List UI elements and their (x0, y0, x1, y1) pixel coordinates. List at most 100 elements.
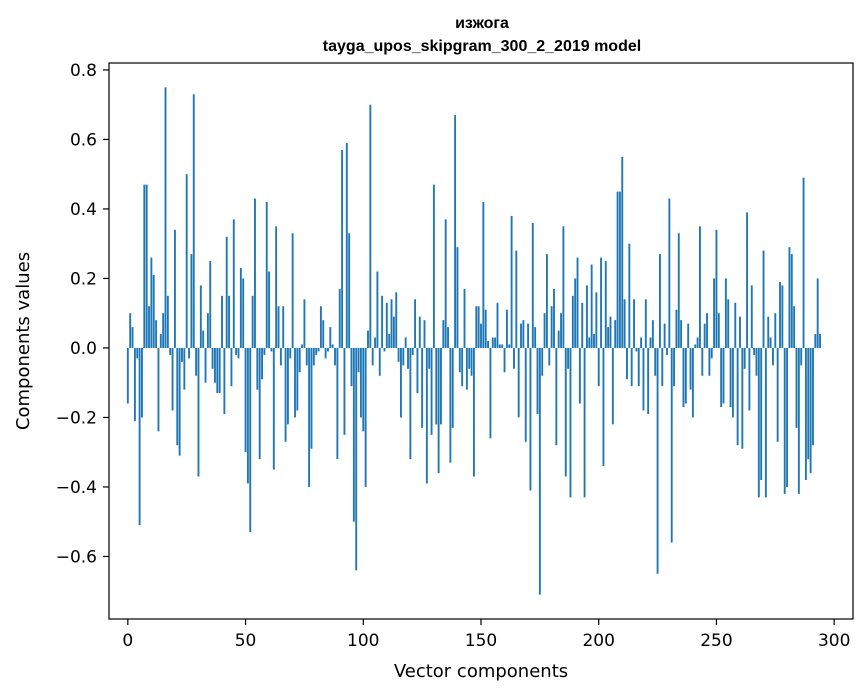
bar-130 (432, 184, 435, 348)
bar-200 (597, 347, 600, 387)
bar-2 (131, 327, 134, 348)
bar-122 (414, 299, 417, 348)
bar-80 (315, 347, 318, 355)
bar-145 (468, 347, 471, 369)
bar-126 (423, 320, 426, 348)
bar-282 (790, 254, 793, 348)
bar-226 (658, 254, 661, 348)
bar-57 (261, 347, 263, 380)
bar-194 (583, 347, 586, 498)
bar-174 (536, 347, 539, 414)
bar-13 (157, 347, 160, 432)
bar-213 (628, 243, 631, 348)
bar-22 (178, 347, 181, 456)
y-tick-label: −0.4 (56, 478, 97, 498)
bar-235 (680, 320, 683, 348)
bar-254 (724, 278, 727, 348)
bar-69 (289, 347, 292, 359)
bar-232 (673, 347, 675, 387)
bar-230 (668, 198, 671, 348)
bar-87 (331, 344, 334, 348)
y-tick-label: 0.0 (70, 339, 97, 359)
bar-248 (710, 347, 713, 359)
bar-157 (496, 302, 499, 348)
bar-186 (564, 347, 567, 477)
bar-292 (814, 334, 817, 348)
bar-219 (642, 347, 645, 411)
bar-279 (783, 347, 786, 494)
bar-178 (545, 254, 548, 348)
bar-33 (204, 347, 207, 383)
bar-187 (567, 347, 570, 369)
bar-91 (341, 149, 344, 348)
bar-207 (614, 320, 617, 348)
bar-4 (136, 347, 139, 359)
bar-277 (779, 281, 781, 348)
bar-31 (199, 285, 202, 348)
bar-25 (185, 174, 188, 348)
bar-286 (800, 347, 803, 366)
bar-239 (689, 347, 692, 390)
bar-141 (458, 347, 461, 373)
bar-7 (143, 184, 146, 348)
x-tick-label: 100 (347, 631, 379, 651)
bar-268 (757, 347, 760, 498)
bar-166 (517, 347, 520, 418)
bar-291 (812, 347, 814, 446)
bar-159 (501, 344, 504, 348)
bar-101 (364, 347, 367, 487)
bar-281 (788, 247, 791, 348)
bar-61 (270, 347, 273, 352)
bar-163 (510, 215, 513, 348)
bar-192 (578, 347, 581, 404)
bar-108 (381, 295, 384, 348)
bar-128 (428, 347, 431, 369)
bar-211 (623, 299, 626, 348)
x-axis-label: Vector components (394, 661, 568, 682)
bar-42 (225, 236, 228, 348)
y-tick-label: 0.2 (70, 269, 97, 289)
bar-195 (586, 285, 588, 348)
bar-77 (308, 347, 311, 487)
bar-156 (494, 337, 497, 348)
x-tick-label: 250 (700, 631, 732, 651)
bar-180 (550, 306, 553, 348)
x-tick-label: 0 (122, 631, 133, 651)
bar-83 (322, 320, 325, 348)
bar-224 (654, 347, 657, 376)
bar-47 (237, 347, 240, 359)
bar-103 (369, 104, 372, 348)
bar-231 (670, 347, 673, 543)
bar-161 (505, 309, 508, 348)
bar-261 (741, 347, 744, 449)
bar-17 (166, 295, 169, 348)
bar-43 (228, 295, 231, 348)
bar-216 (635, 347, 638, 352)
bar-203 (604, 261, 607, 348)
bar-133 (440, 347, 442, 425)
bar-139 (454, 115, 457, 348)
bar-88 (334, 347, 336, 366)
bar-117 (402, 347, 405, 366)
bar-100 (362, 347, 365, 432)
bar-120 (409, 347, 412, 460)
bar-41 (223, 347, 226, 414)
bar-114 (395, 292, 398, 348)
bar-56 (258, 347, 261, 460)
bar-243 (699, 226, 701, 348)
bar-140 (456, 247, 459, 348)
bar-221 (647, 347, 650, 414)
bar-212 (626, 347, 628, 380)
bar-16 (164, 87, 167, 348)
bar-250 (715, 229, 718, 348)
bar-257 (731, 347, 734, 418)
bar-1 (129, 313, 132, 348)
bar-39 (218, 347, 221, 394)
bar-134 (442, 320, 445, 348)
bar-121 (411, 347, 414, 355)
bar-51 (246, 347, 249, 484)
bar-234 (677, 233, 680, 348)
y-axis-ticks: −0.6 −0.4 −0.2 0.0 0.2 0.4 0.6 0.8 (56, 61, 109, 567)
bar-185 (562, 226, 565, 348)
bar-206 (611, 347, 614, 425)
